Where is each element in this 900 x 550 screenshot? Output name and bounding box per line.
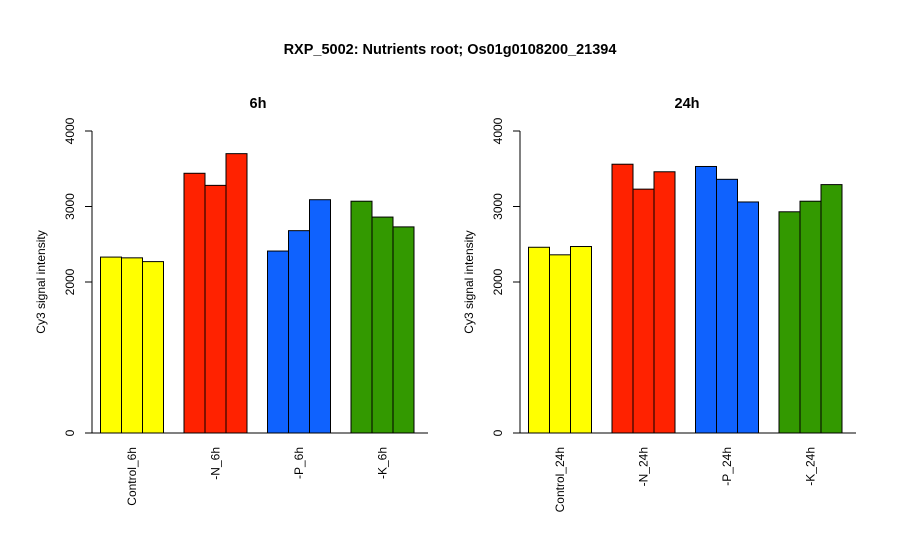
panel-6h: 6h Cy3 signal intensity 0 2000 3000 4000 Contr… (34, 96, 428, 506)
bar (288, 230, 310, 434)
bar (778, 211, 801, 434)
y-tick-label: 4000 (63, 117, 77, 144)
bar (183, 172, 206, 434)
y-tick-label: 3000 (63, 193, 77, 220)
bar (392, 226, 415, 434)
x-category-label: -P_6h (292, 447, 306, 479)
bar (309, 199, 331, 434)
panel-title: 6h (250, 96, 267, 112)
bar (737, 201, 759, 434)
bar (225, 153, 248, 434)
x-category-label: -N_6h (209, 447, 223, 480)
bar (267, 250, 289, 434)
y-tick-label: 4000 (491, 117, 505, 144)
bar (570, 246, 592, 434)
bar (121, 257, 143, 434)
x-category-label: Control_24h (553, 447, 567, 512)
bar (100, 256, 122, 434)
bar (142, 261, 164, 434)
bar (716, 178, 738, 434)
x-category-label: -K_24h (804, 447, 818, 486)
bar (350, 200, 373, 434)
x-category-label: Control_6h (125, 447, 139, 506)
y-tick-label: 3000 (491, 193, 505, 220)
y-tick-label: 2000 (491, 268, 505, 295)
x-category-label: -N_24h (637, 447, 651, 486)
y-tick-label: 2000 (63, 268, 77, 295)
bar (528, 246, 550, 434)
y-tick-label: 0 (491, 429, 505, 436)
bar (549, 254, 571, 434)
x-category-label: -P_24h (720, 447, 734, 486)
bar (653, 171, 676, 434)
bar (204, 184, 227, 434)
y-tick-label: 0 (63, 429, 77, 436)
panel-title: 24h (675, 96, 700, 112)
bar (371, 216, 394, 434)
bar (820, 184, 843, 434)
y-axis-label: Cy3 signal intensity (462, 230, 476, 333)
panel-24h: 24h Cy3 signal intensity 0 2000 3000 4000 Cont… (462, 96, 856, 512)
bar (611, 163, 634, 434)
chart-main-title: RXP_5002: Nutrients root; Os01g0108200_2… (284, 42, 617, 58)
y-axis-label: Cy3 signal intensity (34, 230, 48, 333)
bar (632, 188, 655, 434)
bar (799, 200, 822, 434)
x-category-label: -K_6h (376, 447, 390, 479)
bar (695, 165, 717, 434)
